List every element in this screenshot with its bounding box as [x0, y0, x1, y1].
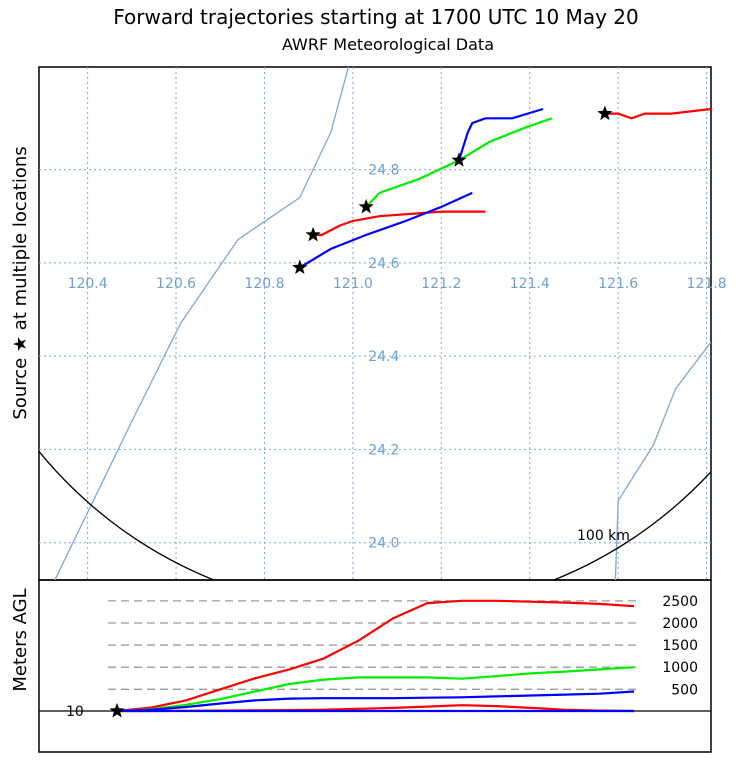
altitude-line	[116, 666, 635, 713]
map-ylabel: Source ★ at multiple locations	[10, 146, 31, 419]
altitude-tick-label: 1000	[662, 660, 698, 676]
altitude-tick-label: 1500	[662, 638, 698, 654]
altitude-line	[116, 599, 635, 713]
lat-tick-label: 24.8	[368, 163, 399, 179]
trajectory-line	[313, 210, 486, 236]
altitude-start-label: 10	[66, 704, 84, 720]
source-star	[358, 198, 374, 214]
lat-tick-label: 24.2	[368, 442, 399, 458]
lon-tick-label: 120.6	[156, 276, 196, 292]
altitude-source-star	[109, 703, 125, 718]
altitude-panel: 2500 2000 1500 1000 500 10	[39, 594, 711, 720]
source-star	[451, 152, 467, 167]
coastline	[54, 67, 350, 580]
chart-title: Forward trajectories starting at 1700 UT…	[113, 5, 638, 29]
lat-tick-label: 24.6	[368, 256, 399, 272]
altitude-line	[116, 690, 635, 713]
map-labels: 120.4 120.6 120.8 121.0 121.2 121.4 121.6 121.8…	[68, 105, 727, 552]
lon-tick-label: 120.8	[244, 276, 284, 292]
map-frame	[38, 66, 712, 581]
range-ring	[39, 450, 711, 580]
trajectory-line	[299, 191, 473, 269]
range-ring-label: 100 km	[577, 528, 630, 544]
source-star	[305, 226, 321, 242]
lat-tick-label: 24.0	[368, 536, 399, 552]
lon-tick-label: 121.0	[333, 276, 373, 292]
altitude-ylabel: Meters AGL	[10, 588, 31, 691]
altitude-tick-label: 2500	[662, 594, 698, 610]
altitude-frame	[38, 579, 712, 753]
trajectory-line	[457, 107, 544, 161]
lon-tick-label: 121.4	[510, 276, 550, 292]
lon-tick-label: 121.6	[598, 276, 638, 292]
altitude-tick-label: 500	[671, 682, 698, 698]
map-grid	[39, 67, 711, 580]
trajectory-line	[604, 107, 711, 120]
chart-subtitle: AWRF Meteorological Data	[282, 35, 494, 54]
lon-tick-label: 121.2	[421, 276, 461, 292]
lon-tick-label: 120.4	[68, 276, 108, 292]
source-star	[597, 105, 613, 121]
lon-tick-label: 121.8	[687, 276, 727, 292]
lat-tick-label: 24.4	[368, 349, 399, 365]
source-star	[292, 259, 308, 274]
altitude-tick-label: 2000	[662, 616, 698, 632]
coastline	[614, 341, 711, 580]
